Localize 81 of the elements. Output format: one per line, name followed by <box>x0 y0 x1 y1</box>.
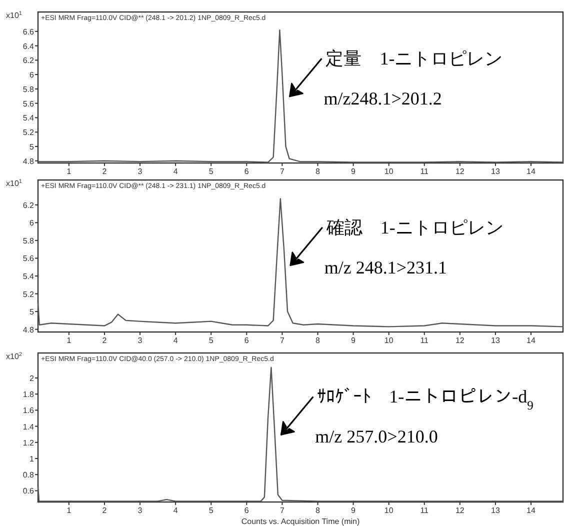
x-tick-label: 10 <box>384 167 394 176</box>
annotation: m/z 257.0>210.0 <box>315 426 438 447</box>
y-tick-label: 5.4 <box>22 114 35 123</box>
y-tick-label: 4.8 <box>22 325 35 334</box>
x-tick-label: 9 <box>351 506 356 515</box>
x-tick-label: 7 <box>280 167 285 176</box>
y-tick-label: 2 <box>30 374 35 383</box>
x-tick-label: 5 <box>208 336 214 345</box>
x-tick-label: 11 <box>420 167 430 176</box>
y-tick-label: 5 <box>30 308 35 317</box>
x-tick-label: 12 <box>455 167 465 176</box>
y-axis-title: x10$^{1}$ <box>6 11 22 20</box>
y-tick-label: 1.4 <box>22 422 35 432</box>
x-tick-label: 6 <box>244 506 250 515</box>
y-tick-label: 6.6 <box>22 27 35 36</box>
x-tick-label: 3 <box>138 336 143 345</box>
x-tick-label: 5 <box>208 167 214 176</box>
y-tick-label: 6.2 <box>22 200 35 210</box>
line-series <box>37 29 564 163</box>
x-axis-title: Counts vs. Acquisition Time (min) <box>241 517 360 526</box>
x-tick-label: 13 <box>491 336 500 345</box>
x-tick-label: 7 <box>280 336 285 345</box>
line-series <box>37 366 564 502</box>
y-tick-label: 1.2 <box>22 438 35 448</box>
y-tick-label: 0.8 <box>22 470 35 480</box>
x-tick-label: 14 <box>526 506 536 515</box>
x-tick-label: 10 <box>384 506 394 515</box>
y-tick-label: 1.6 <box>22 406 35 416</box>
annotation: ｻﾛｹﾞｰﾄ 1-ニトロピレン-d$_{9}$ <box>317 386 534 413</box>
x-tick-label: 8 <box>316 336 321 345</box>
y-tick-label: 5.8 <box>22 84 35 94</box>
x-tick-label: 2 <box>102 167 108 176</box>
y-tick-label: 6.2 <box>22 56 35 66</box>
y-tick-label: 1 <box>30 454 35 464</box>
x-tick-label: 2 <box>102 336 108 345</box>
x-tick-label: 8 <box>316 167 321 176</box>
y-axis-title: x10$^{1}$ <box>6 179 22 188</box>
x-tick-label: 8 <box>316 506 321 515</box>
y-tick-label: 5.2 <box>22 128 35 138</box>
annotation: 確認 1-ニトロピレン <box>325 217 504 238</box>
y-tick-label: 5.6 <box>22 254 35 264</box>
y-tick-label: 1.8 <box>22 390 35 400</box>
y-tick-label: 6 <box>30 218 35 228</box>
x-tick-label: 13 <box>491 167 500 176</box>
x-tick-label: 3 <box>138 506 143 515</box>
annotation: 定量 1-ニトロピレン <box>326 48 503 68</box>
annotation: m/z248.1>201.2 <box>324 88 442 108</box>
x-tick-label: 9 <box>351 167 356 176</box>
y-tick-label: 5.4 <box>22 272 35 281</box>
x-tick-label: 14 <box>526 167 536 176</box>
x-tick-label: 12 <box>455 336 465 345</box>
y-tick-label: 6 <box>30 70 35 80</box>
x-tick-label: 11 <box>420 506 430 515</box>
x-tick-label: 5 <box>208 506 214 515</box>
x-tick-label: 4 <box>173 506 178 515</box>
x-tick-label: 12 <box>455 506 465 515</box>
x-tick-label: 1 <box>66 506 72 515</box>
x-tick-label: 2 <box>102 506 108 515</box>
line-series <box>37 198 564 328</box>
x-tick-label: 1 <box>66 336 72 345</box>
x-tick-label: 10 <box>384 336 394 345</box>
y-tick-label: 0.6 <box>22 486 35 496</box>
y-tick-label: 5.8 <box>22 236 35 246</box>
x-tick-label: 1 <box>66 167 72 176</box>
y-tick-label: 6.4 <box>22 42 35 51</box>
y-tick-label: 4.8 <box>22 156 35 166</box>
x-tick-label: 4 <box>173 167 178 176</box>
x-tick-label: 3 <box>138 167 143 176</box>
y-tick-label: 5 <box>30 142 35 152</box>
annotation: m/z 248.1>231.1 <box>324 257 448 278</box>
x-tick-label: 4 <box>173 336 178 345</box>
y-tick-label: 5.2 <box>22 290 35 299</box>
y-axis-title: x10$^{2}$ <box>6 352 22 361</box>
x-tick-label: 14 <box>526 336 536 345</box>
x-tick-label: 9 <box>351 336 356 345</box>
x-tick-label: 13 <box>491 506 500 515</box>
x-tick-label: 7 <box>280 506 285 515</box>
x-tick-label: 6 <box>244 167 250 176</box>
x-tick-label: 11 <box>420 336 430 345</box>
x-tick-label: 6 <box>244 336 250 345</box>
y-tick-label: 5.6 <box>22 99 35 108</box>
